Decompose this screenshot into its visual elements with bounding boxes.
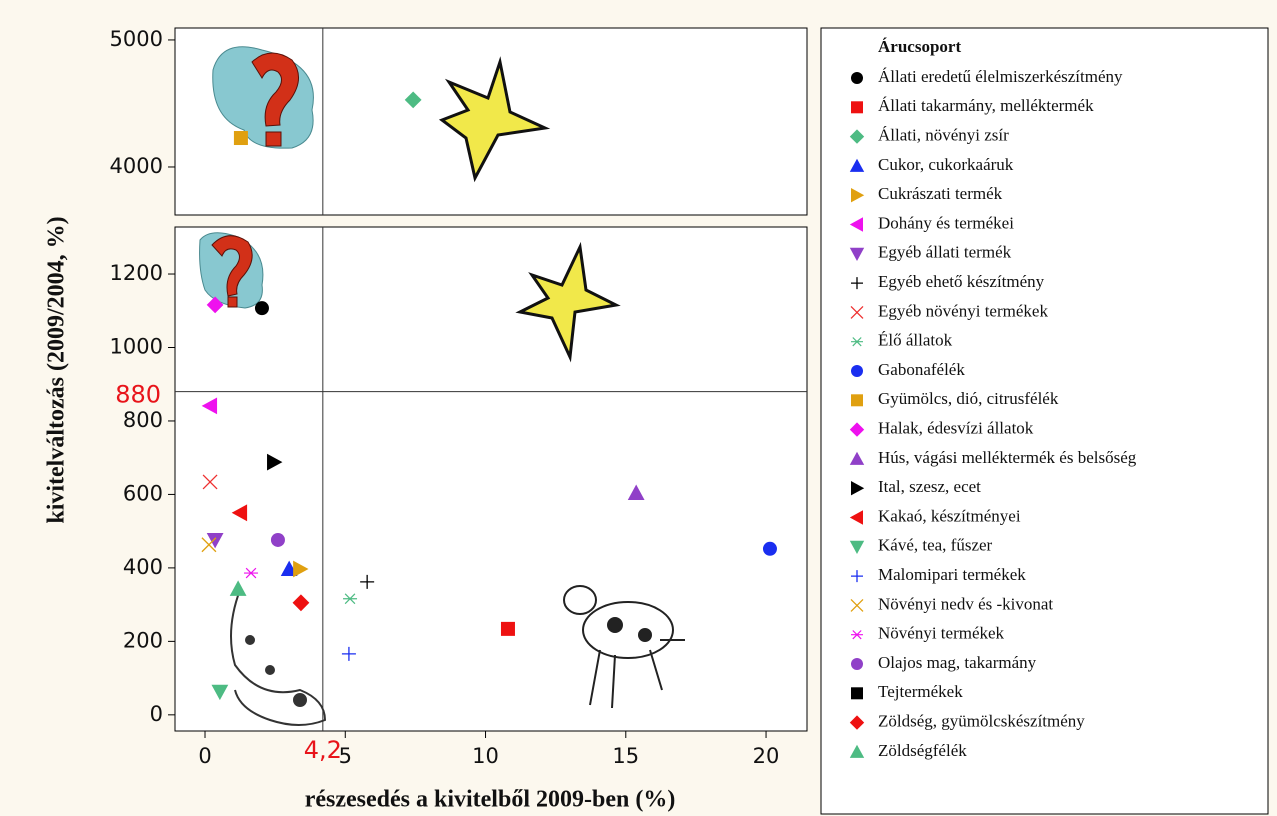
data-point (293, 560, 309, 578)
data-point (343, 593, 358, 605)
legend-label: Tejtermékek (878, 682, 963, 701)
legend-label: Állati, növényi zsír (878, 126, 1009, 145)
legend-label: Egyéb ehető készítmény (878, 272, 1045, 291)
legend-marker (849, 129, 865, 144)
data-point (762, 541, 777, 556)
decoration-cow (563, 585, 685, 709)
data-point (292, 594, 310, 612)
legend-label: Növényi termékek (878, 624, 1005, 643)
legend-marker (849, 510, 863, 525)
legend-label: Egyéb növényi termékek (878, 301, 1048, 320)
decoration-star (515, 241, 621, 363)
data-point (500, 621, 515, 636)
data-point (233, 131, 248, 146)
legend-label: Állati takarmány, melléktermék (878, 96, 1094, 115)
x-tick-label: 0 (198, 744, 211, 768)
legend-box (820, 27, 1269, 815)
legend-marker (849, 422, 865, 437)
legend-label: Gyümölcs, dió, citrusfélék (878, 389, 1059, 408)
data-point (211, 684, 229, 701)
legend-marker (850, 598, 864, 612)
y-axis-title: kivitelváltozás (2009/2004, %) (44, 216, 70, 523)
y-tick-label: 0 (150, 702, 163, 726)
legend-marker (851, 277, 863, 290)
reference-y-label: 880 (115, 381, 161, 409)
legend-marker (851, 101, 863, 114)
legend-label: Olajos mag, takarmány (878, 653, 1037, 672)
data-point (244, 567, 259, 579)
legend-label: Egyéb állati termék (878, 243, 1012, 262)
y-tick-label: 400 (123, 555, 163, 579)
data-point (627, 484, 645, 500)
decoration-star (438, 56, 551, 183)
legend-marker (851, 188, 865, 203)
decoration-lower-question (199, 232, 264, 309)
legend-label: Cukrászati termék (878, 184, 1003, 203)
legend-marker (851, 365, 863, 377)
data-point (201, 537, 217, 553)
data-point (404, 91, 422, 109)
reference-x-label: 4,2 (304, 736, 342, 764)
legend-label: Állati eredetű élelmiszerkészítmény (878, 67, 1123, 86)
y-tick-label: 4000 (110, 154, 163, 178)
legend-label: Élő állatok (878, 331, 953, 350)
x-axis-title: részesedés a kivitelből 2009-ben (%) (305, 787, 676, 813)
legend-label: Zöldségfélék (878, 741, 967, 760)
legend-label: Növényi nedv és -kivonat (878, 594, 1053, 613)
legend-title: Árucsoport (878, 37, 961, 56)
legend-marker (849, 540, 865, 554)
legend-marker (849, 247, 865, 261)
legend-marker (851, 630, 863, 640)
legend-marker (849, 158, 865, 172)
x-tick-label: 15 (612, 744, 639, 768)
y-tick-label: 200 (123, 628, 163, 652)
legend-marker (849, 217, 863, 232)
legend-label: Halak, édesvízi állatok (878, 419, 1034, 438)
legend-marker (851, 570, 863, 583)
y-tick-label: 1000 (110, 334, 163, 358)
legend-marker (851, 337, 863, 347)
data-point (202, 474, 218, 490)
data-point (254, 301, 269, 316)
legend-label: Ital, szesz, ecet (878, 477, 981, 496)
x-tick-label: 10 (472, 744, 499, 768)
legend-marker (849, 451, 865, 465)
data-point (206, 532, 224, 549)
y-tick-label: 600 (123, 481, 163, 505)
data-point (229, 580, 247, 596)
legend-label: Dohány és termékei (878, 213, 1014, 232)
legend-label: Kakaó, készítményei (878, 506, 1021, 525)
decoration-upper-question (212, 46, 314, 149)
decoration-dog (230, 589, 327, 726)
x-tick-label: 5 (339, 744, 352, 768)
data-point (360, 574, 375, 589)
data-point (201, 397, 218, 415)
legend-label: Gabonafélék (878, 360, 965, 379)
legend-marker (849, 744, 865, 758)
data-point (206, 296, 224, 314)
legend-label: Hús, vágási melléktermék és belsőség (878, 448, 1137, 467)
legend-marker (851, 394, 863, 407)
data-point (270, 532, 285, 547)
legend-marker (851, 687, 863, 700)
x-tick-label: 20 (753, 744, 780, 768)
legend-label: Zöldség, gyümölcskészítmény (878, 712, 1085, 731)
y-tick-label: 1200 (110, 261, 163, 285)
legend-marker (851, 481, 865, 496)
legend-label: Kávé, tea, fűszer (878, 536, 993, 555)
data-point (267, 453, 283, 471)
legend-label: Cukor, cukorkaáruk (878, 155, 1014, 174)
legend-marker (851, 658, 863, 670)
lower-plot-area (174, 226, 808, 732)
data-point (231, 504, 248, 522)
y-tick-label: 800 (123, 408, 163, 432)
legend-marker (849, 715, 865, 730)
legend-marker (850, 305, 864, 319)
y-tick-label: 5000 (110, 27, 163, 51)
legend-label: Malomipari termékek (878, 565, 1026, 584)
data-point (341, 646, 356, 661)
legend-marker (851, 72, 863, 84)
